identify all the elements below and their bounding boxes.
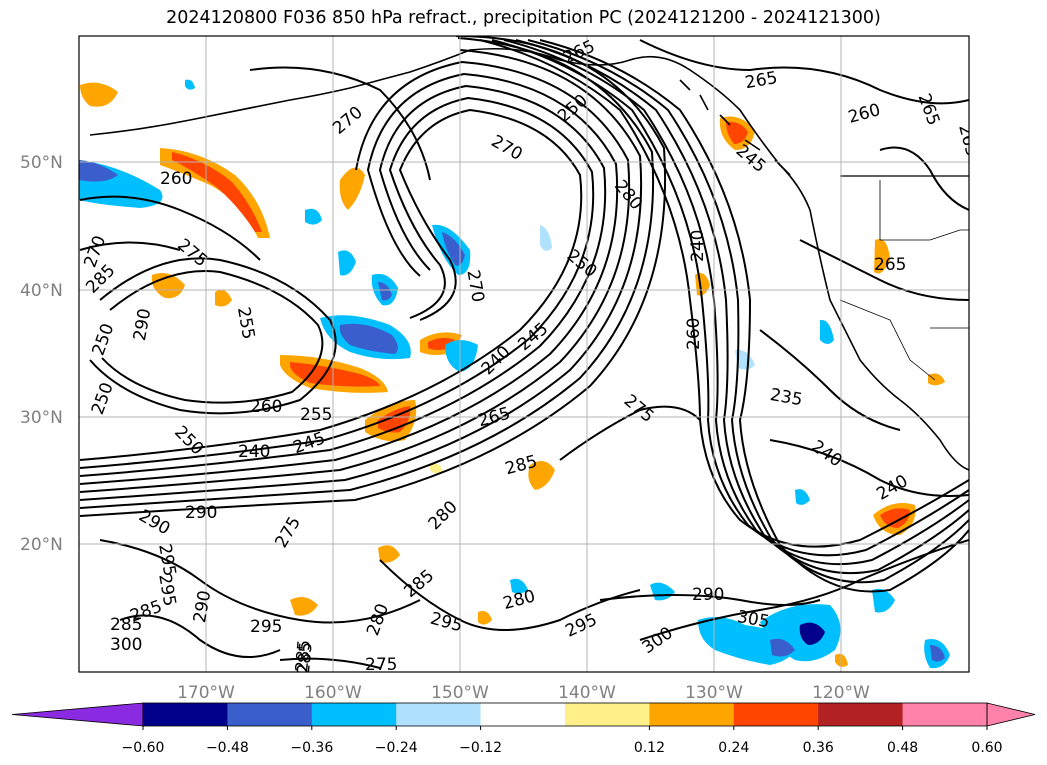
- lat-label-30n: 30°N: [20, 408, 63, 428]
- contour-label: 240: [238, 442, 270, 462]
- contour-label: 265: [874, 255, 906, 275]
- colorbar-tick-label: 0.12: [634, 740, 665, 756]
- map-frame: [78, 35, 970, 673]
- contour-label: 290: [185, 503, 217, 523]
- contour-label: 290: [692, 585, 724, 605]
- longitude-labels: 170°W 160°W 150°W 140°W 130°W 120°W: [177, 683, 870, 703]
- precip-negative-shading: [79, 79, 950, 669]
- colorbar-segment: [143, 703, 228, 726]
- lat-label-20n: 20°N: [20, 535, 63, 555]
- gridlines: [79, 36, 969, 672]
- contour-label: 285: [110, 615, 142, 635]
- lon-label-140w: 140°W: [558, 683, 616, 703]
- contour-label: 260: [684, 318, 704, 350]
- lat-label-50n: 50°N: [20, 153, 63, 173]
- contour-label: 255: [300, 405, 332, 425]
- colorbar-tick-label: −0.60: [122, 740, 165, 756]
- colorbar-tick-label: −0.48: [206, 740, 249, 756]
- latitude-labels: 50°N 40°N 30°N 20°N: [20, 153, 63, 555]
- lat-label-40n: 40°N: [20, 281, 63, 301]
- colorbar-tick-label: 0.36: [803, 740, 834, 756]
- chart-title: 2024120800 F036 850 hPa refract., precip…: [166, 8, 881, 28]
- lon-label-150w: 150°W: [431, 683, 489, 703]
- colorbar-outline: [142, 702, 988, 727]
- coastlines: [89, 47, 969, 471]
- colorbar-segment: [396, 703, 482, 726]
- colorbar-segment: [311, 703, 397, 726]
- colorbar-tick-label: 0.60: [971, 740, 1002, 756]
- colorbar-extend-min: [11, 702, 144, 727]
- colorbar-segment: [480, 703, 566, 726]
- refractivity-contours: [79, 36, 969, 669]
- contour-label: 260: [250, 397, 282, 417]
- map-frame-background: [79, 36, 969, 672]
- contour-label: 275: [365, 655, 397, 675]
- contour-label: 240: [688, 230, 708, 262]
- colorbar-tick-label: 0.48: [887, 740, 918, 756]
- colorbar-tick-label: −0.36: [290, 740, 333, 756]
- contour-label: 260: [160, 169, 192, 189]
- contour-label: 295: [250, 617, 282, 637]
- colorbar-segment: [227, 703, 313, 726]
- colorbar-tick-label: −0.24: [375, 740, 418, 756]
- colorbar-tick-label: −0.12: [459, 740, 502, 756]
- lon-label-120w: 120°W: [812, 683, 870, 703]
- colorbar-segment: [649, 703, 735, 726]
- colorbar-segment: [565, 703, 650, 726]
- contour-label: 300: [110, 635, 142, 655]
- colorbar-extend-max: [986, 702, 1036, 727]
- colorbar-segment: [733, 703, 819, 726]
- colorbar: −0.60 −0.48 −0.36 −0.24 −0.12 0.12 0.24 0.36 0.4…: [11, 702, 1036, 756]
- lon-label-160w: 160°W: [304, 683, 362, 703]
- lon-label-170w: 170°W: [177, 683, 235, 703]
- lon-label-130w: 130°W: [685, 683, 743, 703]
- contour-label: 285: [294, 641, 317, 675]
- colorbar-tick-label: 0.24: [718, 740, 749, 756]
- colorbar-segment: [902, 703, 988, 726]
- contour-label: 285: [292, 639, 315, 673]
- colorbar-segment: [818, 703, 904, 726]
